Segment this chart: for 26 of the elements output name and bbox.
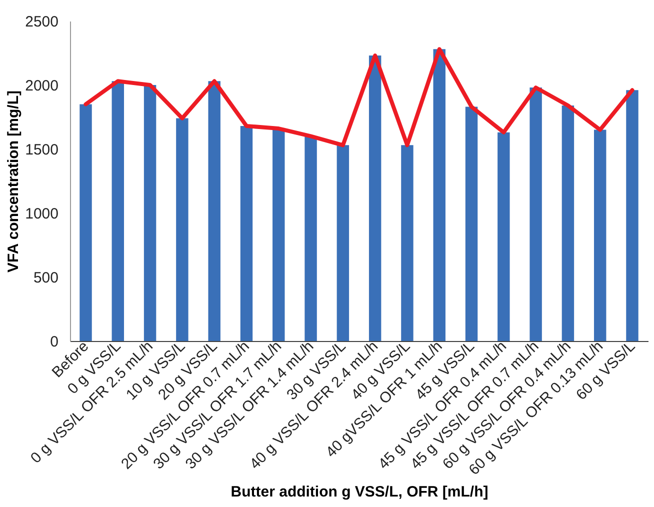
bar — [562, 105, 574, 341]
y-axis-title: VFA concentration [mg/L] — [5, 90, 22, 272]
bar — [272, 128, 285, 341]
bar — [626, 90, 638, 341]
bar — [240, 126, 253, 341]
y-tick-label: 1500 — [25, 142, 58, 158]
bar — [80, 104, 92, 341]
bar — [176, 118, 188, 341]
bar — [401, 145, 414, 341]
bar — [368, 56, 382, 341]
line-series — [84, 47, 634, 148]
x-axis-title: Butter addition g VSS/L, OFR [mL/h] — [230, 483, 488, 500]
bar — [112, 81, 124, 341]
y-tick-label: 500 — [33, 270, 58, 286]
bar — [144, 85, 156, 341]
bar — [433, 49, 446, 341]
bar — [208, 81, 220, 341]
bar — [498, 132, 510, 341]
bar — [465, 106, 478, 341]
bar — [304, 136, 317, 341]
y-tick-label: 1000 — [25, 206, 58, 222]
y-tick-label: 2500 — [25, 14, 58, 30]
bar — [594, 130, 606, 341]
bar — [530, 88, 542, 341]
bar — [336, 145, 350, 341]
y-tick-label: 2000 — [25, 78, 58, 94]
